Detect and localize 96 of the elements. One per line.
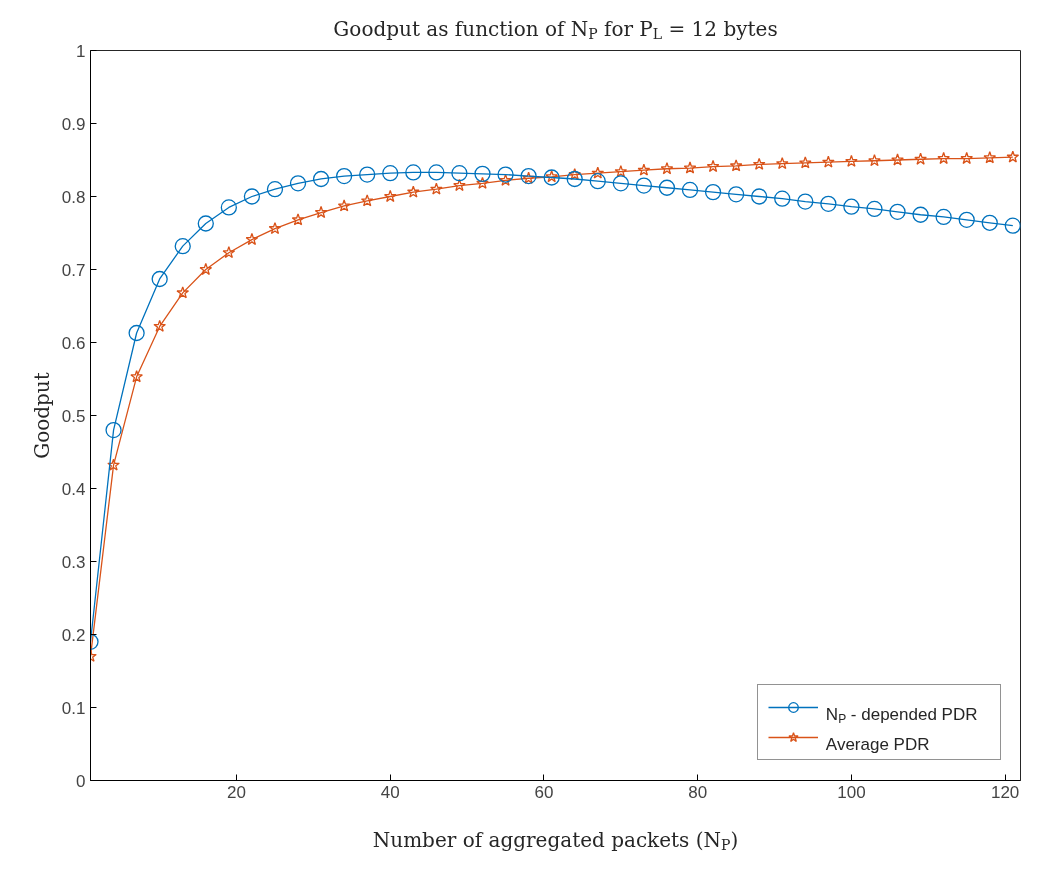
point: [383, 189, 397, 202]
point: [868, 154, 881, 167]
point: [268, 221, 282, 235]
point: [660, 162, 674, 175]
point: [359, 166, 376, 183]
point: [683, 161, 697, 174]
y-tick-label: 1: [76, 41, 86, 61]
point: [335, 167, 353, 185]
point: [589, 173, 606, 190]
point: [474, 165, 491, 183]
point: [729, 159, 743, 172]
point: [1006, 150, 1020, 163]
y-tick-label: 0.2: [61, 625, 86, 645]
x-tick-label: 40: [380, 782, 400, 802]
point: [820, 195, 837, 212]
point: [706, 159, 720, 173]
point: [752, 157, 766, 170]
point: [983, 151, 997, 164]
x-tick-label: 20: [227, 782, 246, 802]
y-tick-label: 0.3: [61, 552, 86, 572]
point: [153, 319, 167, 332]
point: [981, 214, 998, 231]
point: [174, 238, 191, 255]
point: [151, 270, 168, 288]
point: [312, 170, 330, 188]
point: [843, 198, 860, 215]
point: [360, 194, 374, 207]
point: [614, 165, 628, 178]
point: [891, 153, 904, 166]
point: [637, 163, 651, 176]
point: [889, 203, 906, 220]
point: [568, 167, 582, 181]
point: [751, 188, 768, 205]
x-tick-label: 60: [534, 782, 554, 802]
point: [497, 166, 514, 183]
point: [107, 458, 120, 471]
point: [958, 211, 975, 228]
point: [406, 185, 420, 198]
point: [681, 181, 699, 199]
point: [130, 370, 143, 383]
point: [935, 208, 952, 226]
y-tick-label: 0: [76, 771, 86, 791]
point: [635, 177, 653, 194]
x-tick-label: 80: [688, 782, 708, 802]
point: [612, 175, 629, 192]
point: [199, 262, 213, 275]
point: [382, 165, 399, 182]
legend-label: Average PDR: [825, 735, 930, 754]
point: [176, 286, 190, 299]
point: [937, 151, 950, 165]
x-tick-label: 100: [837, 782, 866, 802]
point: [337, 199, 351, 212]
point: [960, 151, 974, 165]
point: [591, 166, 605, 179]
point: [727, 186, 745, 203]
point: [797, 193, 814, 210]
point: [845, 154, 858, 167]
point: [405, 164, 422, 181]
y-tick-label: 0.6: [61, 333, 86, 353]
point: [798, 156, 812, 169]
y-tick-label: 0.5: [61, 406, 86, 426]
y-tick-label: 0.8: [61, 187, 86, 207]
point: [220, 199, 237, 216]
point: [451, 165, 468, 182]
point: [222, 246, 236, 259]
point: [658, 179, 676, 196]
point: [266, 181, 284, 198]
y-tick-label: 0.1: [61, 698, 86, 718]
y-tick-label: 0.9: [61, 114, 86, 134]
point: [566, 170, 583, 188]
point: [128, 324, 145, 342]
point: [243, 188, 261, 205]
point: [245, 232, 259, 246]
y-tick-label: 0.7: [61, 260, 86, 280]
point: [453, 178, 466, 192]
point: [522, 171, 535, 184]
point: [520, 167, 537, 185]
x-tick-label: 120: [990, 782, 1020, 802]
point: [914, 152, 927, 165]
point: [291, 213, 305, 226]
point: [197, 215, 214, 232]
point: [428, 164, 445, 181]
point: [775, 157, 789, 170]
point: [314, 205, 328, 219]
point: [912, 206, 929, 223]
point: [704, 183, 722, 201]
point: [430, 182, 443, 195]
y-tick-label: 0.4: [61, 479, 86, 499]
point: [821, 155, 835, 168]
point: [289, 175, 307, 192]
point: [774, 190, 791, 207]
point: [1004, 217, 1021, 234]
y-axis-title: Goodput: [29, 372, 54, 459]
point: [866, 200, 883, 218]
point: [476, 176, 489, 189]
point: [105, 421, 122, 439]
